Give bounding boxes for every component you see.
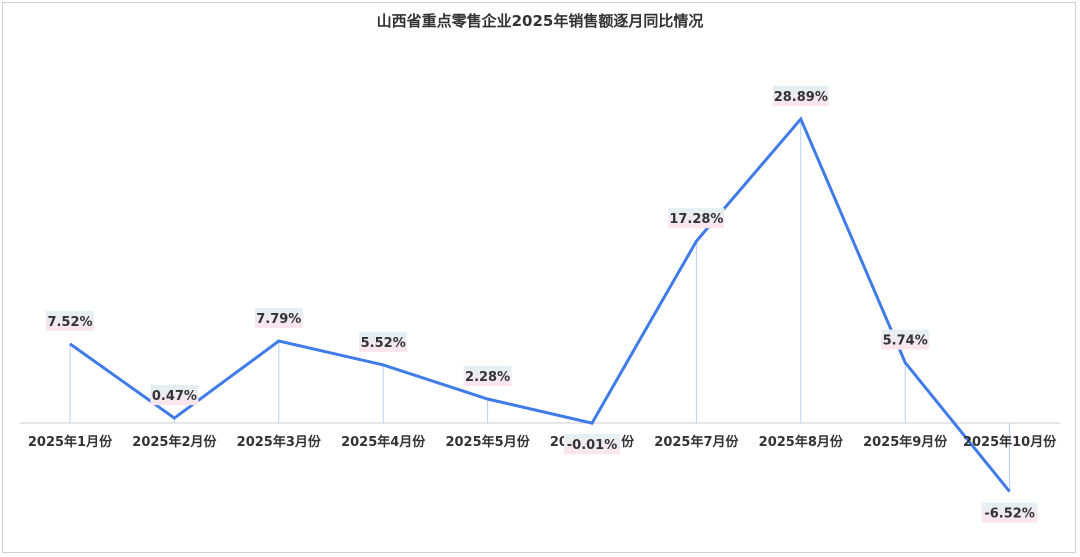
- data-label-background: [772, 86, 829, 106]
- data-label-text: 28.89%: [774, 90, 828, 105]
- x-tick-label: 2025年10月份: [963, 434, 1057, 450]
- data-label-text: 7.52%: [47, 315, 92, 330]
- data-label: 7.52%: [46, 310, 94, 331]
- data-label-background: [150, 385, 199, 406]
- data-label: 5.52%: [359, 331, 408, 352]
- x-tick-label: 2025年1月份: [28, 434, 113, 450]
- data-label-text: -0.01%: [567, 438, 618, 453]
- x-tick-label: 2025年5月份: [445, 434, 530, 450]
- data-label-text: 0.47%: [152, 389, 197, 404]
- data-label: 2.28%: [463, 366, 512, 387]
- data-label-background: [46, 310, 94, 331]
- data-label-text: 2.28%: [465, 370, 510, 385]
- data-label-text: 5.52%: [361, 336, 406, 351]
- x-tick-label: 2025年3月份: [237, 434, 322, 450]
- data-label-background: [881, 329, 930, 350]
- data-label-background: [463, 366, 512, 387]
- data-label-background: [668, 208, 725, 229]
- data-label-text: 7.79%: [256, 312, 301, 327]
- data-label-background: [359, 331, 408, 352]
- x-tick-label: 2025年4月份: [341, 434, 426, 450]
- data-label: -0.01%: [564, 434, 620, 455]
- data-labels: 7.52% 0.47% 7.79% 5.52% 2.28% -0.01% 17.28% 28.…: [46, 86, 1038, 523]
- data-label-text: 5.74%: [883, 334, 928, 349]
- data-label-text: -6.52%: [984, 507, 1035, 522]
- data-label: -6.52%: [981, 502, 1038, 523]
- x-tick-labels: 2025年1月份 2025年2月份 2025年3月份 2025年4月份 2025年5月份…: [28, 434, 1057, 450]
- data-label-background: [981, 502, 1038, 523]
- data-label-background: [254, 308, 303, 329]
- drop-lines: [69, 119, 1011, 492]
- x-tick-label: 2025年2月份: [132, 434, 217, 450]
- data-label: 5.74%: [881, 329, 930, 350]
- x-tick-label: 2025年8月份: [759, 434, 844, 450]
- data-label: 17.28%: [668, 208, 725, 229]
- series-line: [69, 116, 1011, 493]
- data-label: 28.89%: [772, 86, 829, 106]
- data-label-text: 17.28%: [669, 212, 723, 227]
- data-label: 0.47%: [150, 385, 199, 406]
- data-label: 7.79%: [254, 308, 303, 329]
- chart-title: 山西省重点零售企业2025年销售额逐月同比情况: [376, 12, 704, 30]
- x-tick-label: 2025年9月份: [863, 434, 948, 450]
- data-label-background: [564, 434, 620, 455]
- x-tick-label: 2025年7月份: [654, 434, 739, 450]
